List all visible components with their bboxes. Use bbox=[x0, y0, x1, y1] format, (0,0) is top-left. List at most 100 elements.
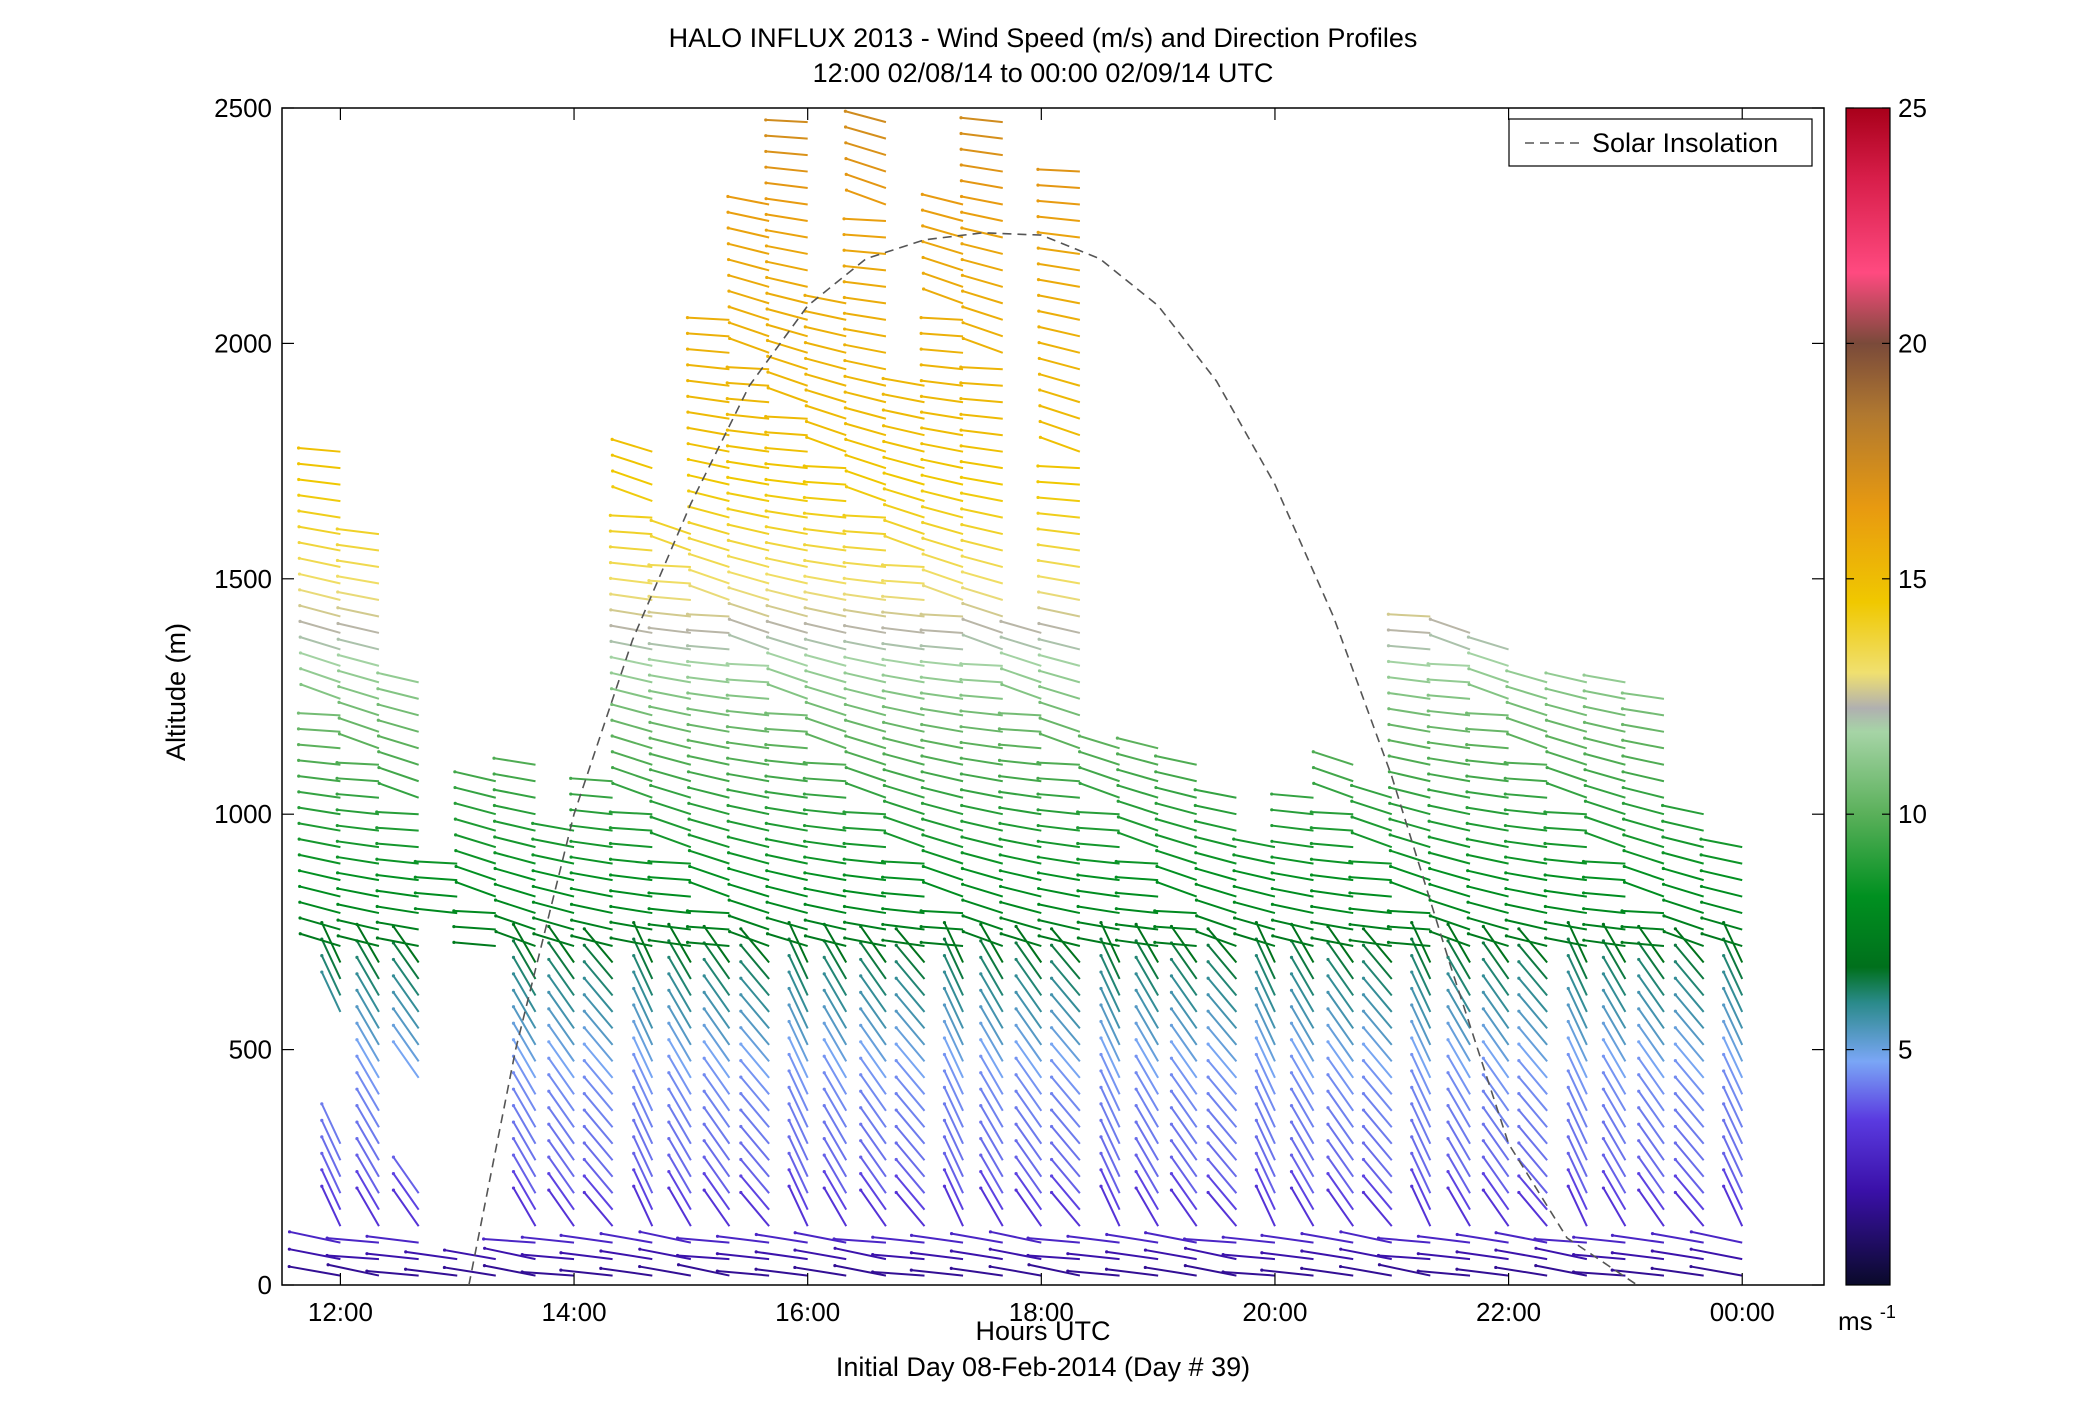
wind-barb-tip bbox=[921, 520, 925, 525]
wind-barb bbox=[765, 775, 808, 783]
wind-barb-tip bbox=[1099, 1003, 1103, 1007]
wind-barb bbox=[703, 1156, 731, 1194]
wind-barb-tip bbox=[531, 853, 535, 857]
wind-barb-tip bbox=[336, 606, 340, 610]
wind-barb-tip bbox=[1481, 1040, 1485, 1044]
wind-barb bbox=[703, 958, 731, 997]
wind-barb bbox=[1722, 1086, 1744, 1128]
wind-barb-tip bbox=[287, 1264, 291, 1269]
wind-barb-tip bbox=[843, 718, 848, 722]
wind-barb-tip bbox=[1620, 909, 1624, 913]
wind-barb-tip bbox=[803, 934, 808, 938]
wind-barb-tip bbox=[842, 561, 846, 565]
wind-barb bbox=[583, 1043, 614, 1079]
wind-barb-tip bbox=[1036, 230, 1040, 234]
wind-barb-tip bbox=[803, 886, 807, 891]
wind-barb-tip bbox=[454, 880, 458, 884]
wind-barb-tip bbox=[685, 940, 690, 944]
wind-barb-tip bbox=[960, 507, 964, 511]
wind-barb-tip bbox=[1194, 835, 1198, 839]
wind-barb-tip bbox=[298, 603, 302, 608]
wind-barb-tip bbox=[1517, 1075, 1521, 1079]
wind-barb-tip bbox=[1722, 1184, 1726, 1188]
wind-barb bbox=[728, 555, 770, 568]
wind-barb-tip bbox=[1036, 246, 1040, 250]
wind-barb bbox=[740, 977, 770, 1013]
wind-barb bbox=[1255, 1136, 1276, 1178]
wind-barb bbox=[1546, 735, 1588, 750]
wind-barb-tip bbox=[632, 1102, 636, 1106]
wind-barb bbox=[844, 343, 887, 354]
wind-barb bbox=[765, 743, 808, 750]
wind-barb bbox=[1410, 1169, 1432, 1211]
wind-barb bbox=[1079, 782, 1120, 799]
wind-barb-tip bbox=[881, 641, 885, 646]
wind-barb-tip bbox=[1699, 837, 1703, 841]
wind-barb bbox=[377, 703, 419, 717]
wind-barb bbox=[1518, 1059, 1548, 1095]
wind-barb bbox=[356, 1138, 380, 1178]
wind-barb-tip bbox=[1650, 1266, 1654, 1270]
wind-barb-tip bbox=[687, 817, 691, 821]
wind-barb bbox=[687, 629, 730, 634]
wind-barb-tip bbox=[765, 619, 769, 623]
wind-barb-tip bbox=[1410, 970, 1414, 974]
wind-barb-tip bbox=[1038, 404, 1042, 408]
wind-barb-tip bbox=[1326, 957, 1330, 962]
wind-barb bbox=[1156, 849, 1197, 865]
wind-barb-tip bbox=[685, 925, 690, 929]
wind-barb-tip bbox=[702, 1122, 706, 1126]
wind-barb-tip bbox=[1144, 1231, 1148, 1235]
wind-barb bbox=[804, 793, 847, 799]
wind-barb-tip bbox=[1076, 873, 1080, 877]
wind-barb bbox=[356, 940, 380, 980]
wind-barb bbox=[911, 1234, 964, 1244]
wind-barb-tip bbox=[702, 957, 706, 962]
wind-barb-tip bbox=[1014, 1106, 1018, 1110]
wind-barb-tip bbox=[842, 280, 846, 284]
wind-barb-tip bbox=[921, 864, 925, 869]
wind-barb-tip bbox=[961, 882, 965, 886]
wind-barb bbox=[1327, 1156, 1355, 1194]
wind-barb-tip bbox=[1572, 1252, 1576, 1257]
wind-barb bbox=[298, 525, 341, 536]
wind-barb-tip bbox=[822, 1137, 826, 1141]
wind-barb-tip bbox=[882, 487, 886, 491]
wind-barb bbox=[1518, 944, 1548, 980]
wind-barb bbox=[1447, 1121, 1471, 1161]
wind-barb bbox=[727, 429, 770, 437]
wind-barb bbox=[320, 1136, 342, 1178]
wind-barb-tip bbox=[1637, 1040, 1641, 1044]
wind-barb-tip bbox=[1700, 916, 1704, 920]
wind-barb-tip bbox=[942, 1168, 947, 1172]
wind-barb-tip bbox=[739, 1026, 743, 1030]
wind-barb-tip bbox=[1038, 419, 1042, 424]
wind-barb bbox=[843, 217, 887, 222]
wind-barb bbox=[740, 1109, 770, 1145]
wind-barb-tip bbox=[355, 972, 359, 976]
wind-barb bbox=[547, 1074, 575, 1112]
wind-barb-tip bbox=[764, 806, 768, 810]
wind-barb bbox=[1622, 770, 1665, 783]
wind-barb-tip bbox=[649, 518, 653, 523]
wind-barb bbox=[1585, 800, 1626, 816]
wind-barb bbox=[1545, 874, 1587, 882]
wind-barb-tip bbox=[391, 1007, 396, 1011]
wind-barb-tip bbox=[355, 1137, 359, 1141]
wind-barb-tip bbox=[859, 1073, 863, 1077]
wind-barb bbox=[766, 510, 808, 519]
wind-barb bbox=[999, 775, 1042, 783]
wind-barb bbox=[632, 1103, 654, 1145]
wind-barb bbox=[1196, 899, 1237, 915]
wind-barb bbox=[883, 393, 925, 404]
wind-barb-tip bbox=[1722, 1135, 1726, 1139]
wind-barb-tip bbox=[520, 1235, 524, 1239]
wind-barb-tip bbox=[1183, 1264, 1187, 1268]
wind-barb bbox=[298, 712, 341, 717]
wind-barb bbox=[1290, 940, 1315, 980]
wind-barb bbox=[859, 1024, 887, 1062]
wind-barb bbox=[1691, 1230, 1743, 1244]
wind-barb bbox=[337, 887, 380, 898]
wind-barb bbox=[1067, 1270, 1120, 1277]
wind-barb bbox=[765, 150, 808, 157]
